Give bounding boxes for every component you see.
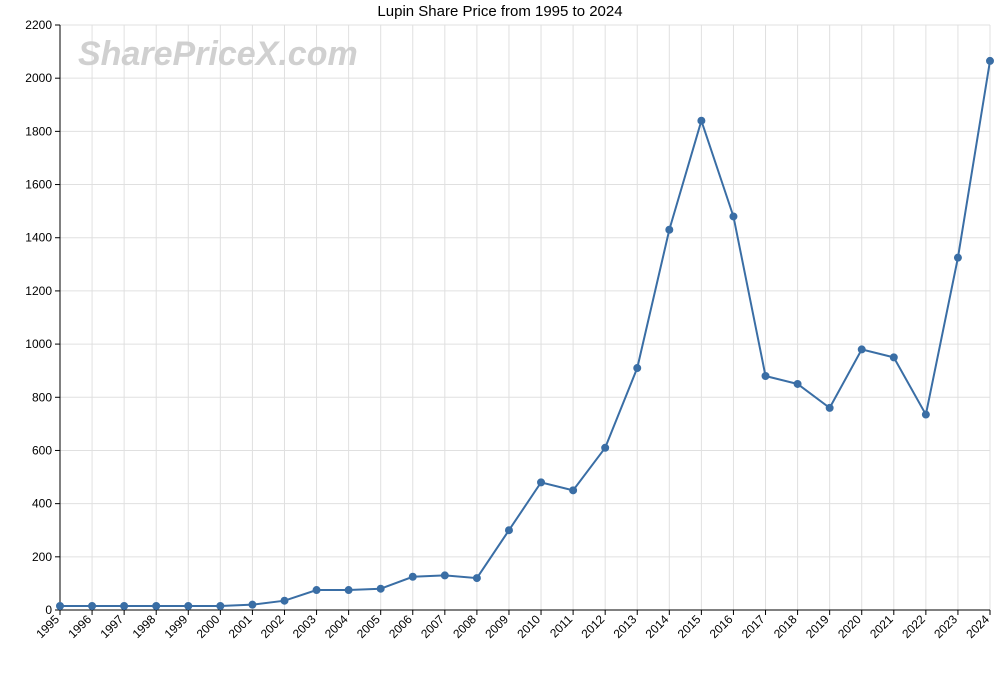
- y-tick-label: 800: [32, 390, 52, 404]
- data-point: [634, 365, 641, 372]
- data-point: [922, 411, 929, 418]
- data-point: [826, 404, 833, 411]
- watermark: SharePriceX.com: [78, 35, 358, 73]
- data-point: [409, 573, 416, 580]
- data-point: [890, 354, 897, 361]
- data-point: [730, 213, 737, 220]
- data-point: [57, 603, 64, 610]
- chart-title: Lupin Share Price from 1995 to 2024: [377, 3, 622, 20]
- data-point: [345, 587, 352, 594]
- y-tick-label: 400: [32, 497, 52, 511]
- data-point: [281, 597, 288, 604]
- data-point: [538, 479, 545, 486]
- data-point: [762, 373, 769, 380]
- data-point: [441, 572, 448, 579]
- y-tick-label: 1600: [25, 178, 52, 192]
- data-point: [858, 346, 865, 353]
- chart-bg: [0, 0, 1000, 675]
- data-point: [505, 527, 512, 534]
- data-point: [570, 487, 577, 494]
- y-tick-label: 200: [32, 550, 52, 564]
- data-point: [987, 57, 994, 64]
- data-point: [185, 603, 192, 610]
- data-point: [377, 585, 384, 592]
- data-point: [794, 380, 801, 387]
- y-tick-label: 600: [32, 443, 52, 457]
- data-point: [313, 587, 320, 594]
- data-point: [602, 444, 609, 451]
- y-tick-label: 1200: [25, 284, 52, 298]
- chart-svg: SharePriceX.com0200400600800100012001400…: [0, 0, 1000, 675]
- y-tick-label: 1800: [25, 124, 52, 138]
- data-point: [217, 603, 224, 610]
- y-tick-label: 2000: [25, 71, 52, 85]
- y-tick-label: 1000: [25, 337, 52, 351]
- line-chart: SharePriceX.com0200400600800100012001400…: [0, 0, 1000, 675]
- y-tick-label: 1400: [25, 231, 52, 245]
- data-point: [249, 601, 256, 608]
- data-point: [666, 226, 673, 233]
- data-point: [473, 575, 480, 582]
- data-point: [153, 603, 160, 610]
- data-point: [89, 603, 96, 610]
- data-point: [121, 603, 128, 610]
- y-tick-label: 2200: [25, 18, 52, 32]
- data-point: [698, 117, 705, 124]
- data-point: [954, 254, 961, 261]
